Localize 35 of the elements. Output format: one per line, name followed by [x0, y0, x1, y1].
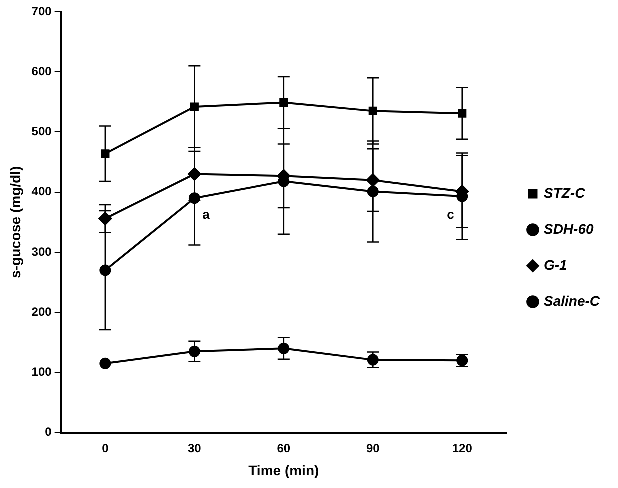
point	[188, 346, 200, 358]
legend-label: STZ-C	[544, 184, 586, 201]
y-tick-label: 100	[32, 365, 52, 379]
y-tick-label: 400	[32, 184, 52, 199]
y-tick-label: 0	[45, 425, 52, 440]
x-tick-label: 0	[102, 441, 110, 456]
y-tick-label: 600	[32, 64, 52, 78]
x-tick-label: 60	[277, 441, 291, 456]
point	[188, 168, 202, 182]
legend-label: G-1	[544, 256, 568, 273]
point	[188, 192, 200, 204]
x-tick-label: 120	[452, 441, 473, 456]
x-tick-label: 30	[188, 441, 202, 456]
point	[100, 264, 112, 276]
y-tick-label: 500	[32, 124, 52, 139]
point	[368, 106, 378, 116]
point	[190, 102, 199, 112]
y-tick-label: 200	[32, 304, 52, 319]
legend-label: SDH-60	[544, 220, 594, 237]
point	[280, 98, 288, 108]
point	[366, 174, 380, 188]
point	[98, 212, 112, 226]
point	[458, 109, 467, 118]
legend-label: Saline-C	[544, 292, 601, 309]
point	[100, 358, 112, 370]
point	[278, 342, 290, 354]
x-tick-label: 90	[366, 441, 380, 456]
y-tick-label: 700	[32, 4, 52, 18]
point	[101, 150, 110, 158]
annotation: a	[202, 206, 211, 222]
y-axis-title: s-gucose (mg/dl)	[7, 166, 24, 278]
x-axis-title: Time (min)	[248, 462, 320, 478]
point	[367, 186, 379, 198]
y-tick-label: 300	[32, 244, 52, 259]
annotation: c	[447, 206, 454, 222]
